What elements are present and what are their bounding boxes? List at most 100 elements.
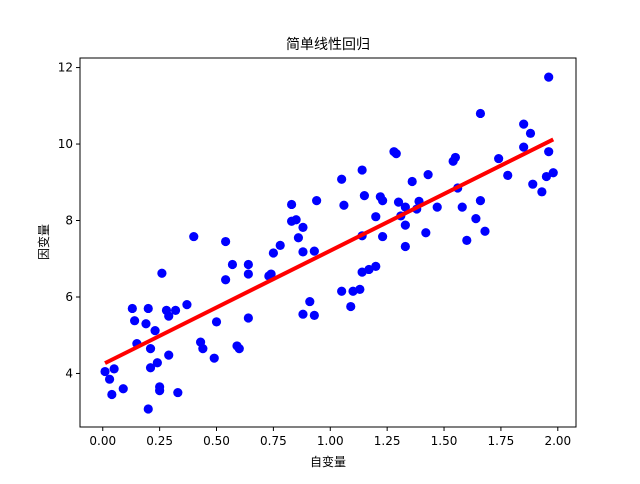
scatter-point-9 xyxy=(143,303,153,314)
scatter-point-96 xyxy=(537,187,547,197)
scatter-point-27 xyxy=(209,353,219,363)
scatter-point-94 xyxy=(525,128,536,138)
scatter-point-38 xyxy=(266,269,276,279)
x-tick-label-0: 0.00 xyxy=(89,434,116,448)
chart-title: 简单线性回归 xyxy=(286,36,370,53)
scatter-point-93 xyxy=(519,142,529,152)
scatter-point-89 xyxy=(480,226,490,236)
scatter-point-22 xyxy=(173,387,183,398)
scatter-point-28 xyxy=(211,317,222,327)
scatter-point-57 xyxy=(355,284,365,294)
scatter-point-95 xyxy=(528,179,538,189)
scatter-point-64 xyxy=(371,261,381,271)
scatter-point-82 xyxy=(450,152,461,163)
scatter-point-33 xyxy=(234,344,244,354)
scatter-point-53 xyxy=(337,286,347,296)
scatter-point-58 xyxy=(357,165,367,175)
scatter-point-78 xyxy=(421,228,431,238)
scatter-point-4 xyxy=(118,384,128,394)
scatter-point-11 xyxy=(143,404,153,414)
scatter-point-74 xyxy=(400,241,410,252)
scatter-point-69 xyxy=(391,148,401,159)
scatter-point-54 xyxy=(339,200,349,210)
x-tick-label-8: 2.00 xyxy=(544,434,571,448)
y-axis-label: 因变量 xyxy=(36,224,51,260)
scatter-point-72 xyxy=(400,202,410,212)
x-tick-label-3: 0.75 xyxy=(260,434,287,448)
scatter-point-6 xyxy=(130,316,140,326)
scatter-point-55 xyxy=(346,301,356,312)
scatter-point-8 xyxy=(141,319,151,329)
scatter-point-86 xyxy=(471,214,481,224)
scatter-point-45 xyxy=(298,222,308,232)
y-tick-label-4: 12 xyxy=(58,61,73,75)
scatter-point-3 xyxy=(109,364,119,374)
y-tick-label-2: 8 xyxy=(65,214,73,228)
scatter-point-66 xyxy=(378,196,388,206)
scatter-point-88 xyxy=(475,196,486,206)
scatter-point-75 xyxy=(407,176,417,187)
regression-line-layer xyxy=(104,137,555,365)
scatter-point-41 xyxy=(286,199,297,210)
scatter-point-34 xyxy=(243,269,253,279)
scatter-point-85 xyxy=(462,235,472,245)
y-tick-label-1: 6 xyxy=(65,290,73,304)
scatter-point-91 xyxy=(503,170,513,180)
scatter-point-36 xyxy=(243,313,253,323)
scatter-point-43 xyxy=(291,215,301,225)
scatter-point-26 xyxy=(198,344,208,354)
scatter-point-5 xyxy=(127,303,137,314)
scatter-point-19 xyxy=(164,311,174,321)
scatter-point-10 xyxy=(145,363,156,373)
scatter-point-20 xyxy=(164,350,174,360)
scatter-point-23 xyxy=(182,300,192,310)
scatter-point-70 xyxy=(393,197,404,207)
scatter-point-47 xyxy=(298,309,308,319)
y-tick-label-3: 10 xyxy=(58,137,73,151)
scatter-point-73 xyxy=(400,220,410,230)
scatter-point-63 xyxy=(371,212,381,222)
scatter-point-97 xyxy=(541,171,552,182)
scatter-point-100 xyxy=(548,168,558,178)
scatter-point-51 xyxy=(312,196,322,206)
scatter-point-35 xyxy=(243,259,253,270)
scatter-point-21 xyxy=(170,305,181,315)
scatter-point-14 xyxy=(152,358,162,368)
scatter-point-40 xyxy=(275,240,285,250)
scatter-point-2 xyxy=(107,389,117,400)
scatter-point-79 xyxy=(423,170,433,180)
scatter-point-46 xyxy=(298,247,308,257)
scatter-point-80 xyxy=(432,202,442,212)
scatter-point-13 xyxy=(150,326,160,336)
scatter-point-29 xyxy=(221,236,231,247)
x-tick-label-1: 0.25 xyxy=(146,434,173,448)
scatter-point-48 xyxy=(305,296,315,307)
x-axis-ticks: 0.00 0.25 0.50 0.75 1.00 1.25 1.50 1.75 2.00 xyxy=(89,427,571,448)
scatter-point-0 xyxy=(100,366,110,377)
plot-frame xyxy=(79,57,577,428)
scatter-point-50 xyxy=(309,246,319,256)
scatter-point-98 xyxy=(544,72,554,82)
scatter-point-52 xyxy=(337,174,347,184)
y-axis-ticks: 4 6 8 10 12 xyxy=(58,61,80,380)
scatter-point-31 xyxy=(227,259,238,270)
scatter-point-92 xyxy=(519,119,529,129)
scatter-point-90 xyxy=(494,153,504,164)
x-tick-label-7: 1.75 xyxy=(488,434,515,448)
scatter-point-17 xyxy=(157,268,167,278)
scatter-point-67 xyxy=(378,231,388,242)
regression-line xyxy=(104,137,555,365)
x-axis-label: 自变量 xyxy=(310,454,346,469)
scatter-point-49 xyxy=(309,310,319,320)
scatter-point-39 xyxy=(268,248,278,258)
scatter-point-30 xyxy=(221,275,231,285)
x-tick-label-5: 1.25 xyxy=(374,434,401,448)
scatter-point-61 xyxy=(359,191,370,201)
scatter-point-84 xyxy=(457,202,467,212)
scatter-point-44 xyxy=(293,233,304,243)
y-tick-label-0: 4 xyxy=(65,366,73,380)
scatter-point-24 xyxy=(189,231,199,242)
